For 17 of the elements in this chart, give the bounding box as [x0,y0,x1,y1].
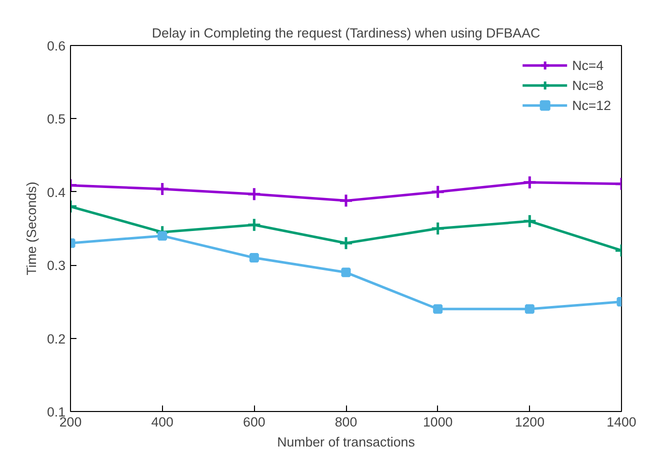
y-tick-label: 0.4 [46,184,66,200]
y-tick-label: 0.2 [46,331,66,346]
x-tick-label: 800 [334,414,358,430]
chart-title: Delay in Completing the request (Tardiness) when using DFBAAC [152,26,540,40]
x-tick-label: 1200 [514,414,544,430]
y-tick-label: 0.3 [46,258,66,274]
y-tick-label: 0.6 [46,38,66,54]
x-tick-label: 400 [151,414,174,430]
y-tick-label: 0.5 [46,112,66,127]
x-axis-title: Number of transactions [277,434,416,450]
x-tick-label: 1000 [423,414,453,430]
x-tick-label: 600 [243,414,266,430]
x-tick-label: 1400 [606,414,636,430]
legend-label: Nc=12 [572,98,611,112]
legend-label: Nc=8 [572,78,604,92]
y-axis-title: Time (Seconds) [24,182,39,276]
legend-label: Nc=4 [572,58,604,72]
